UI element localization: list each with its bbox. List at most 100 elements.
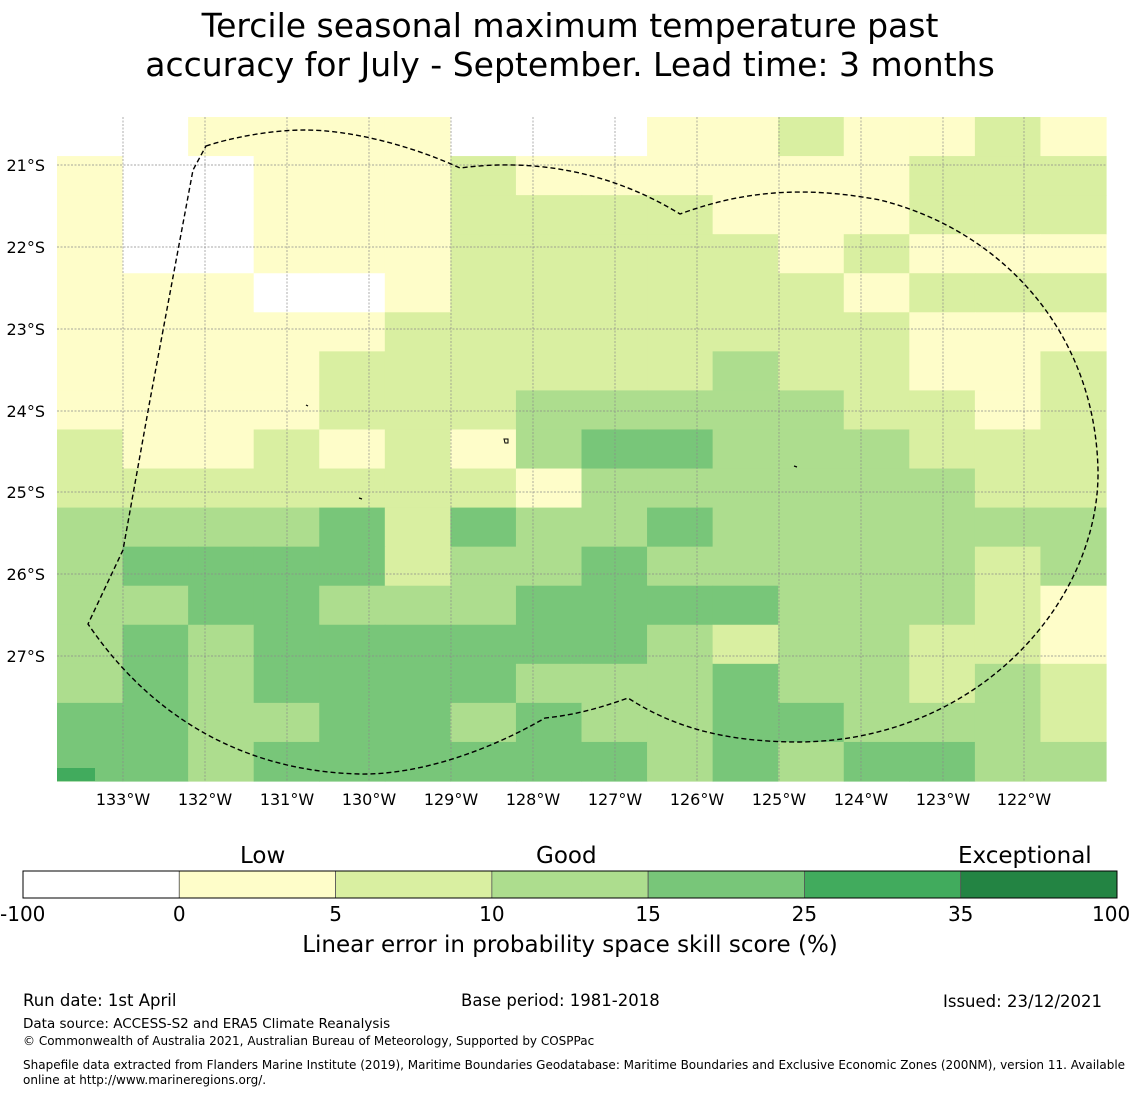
grid-cell — [909, 234, 976, 274]
colorbar-segment — [960, 870, 1118, 899]
grid-cell — [122, 507, 189, 548]
longitude-labels: 133°W 132°W 131°W 130°W 129°W 128°W 127°W 126°W… — [96, 790, 1052, 809]
grid-cell — [384, 312, 451, 352]
grid-cell — [778, 117, 845, 157]
colorbar-segment — [335, 870, 493, 899]
grid-cell — [778, 585, 845, 626]
grid-cell — [712, 624, 779, 665]
grid-cell — [450, 468, 517, 509]
grid-cell — [647, 117, 714, 157]
grid-cell — [843, 468, 910, 509]
shapefile-credit-line-1: Shapefile data extracted from Flanders M… — [23, 1058, 1126, 1072]
grid-cell — [581, 195, 648, 235]
colorbar — [22, 870, 1118, 899]
grid-cell — [57, 507, 124, 548]
data-source: Data source: ACCESS-S2 and ERA5 Climate … — [23, 1016, 391, 1032]
grid-cell — [450, 195, 517, 235]
grid-cell — [778, 429, 845, 470]
grid-cell — [319, 312, 386, 352]
grid-cell — [1040, 156, 1107, 196]
grid-cell — [122, 546, 189, 587]
grid-cell — [319, 390, 386, 431]
grid-cell — [188, 156, 255, 196]
grid-cell — [515, 195, 583, 235]
grid-cell — [384, 234, 451, 274]
grid-cell — [712, 195, 779, 235]
grid-cell — [515, 702, 583, 743]
grid-cell — [974, 429, 1042, 470]
grid-cell — [515, 468, 583, 509]
grid-cell — [843, 351, 910, 392]
grid-cell — [57, 702, 124, 743]
grid-cell — [581, 234, 648, 274]
grid-cell — [188, 429, 255, 470]
grid-cell — [122, 663, 189, 704]
grid-cell — [778, 507, 845, 548]
longitude-label: 126°W — [670, 790, 725, 809]
grid-cell — [581, 741, 648, 782]
grid-cell — [450, 273, 517, 313]
grid-cell — [843, 117, 910, 157]
grid-cell — [974, 624, 1042, 665]
grid-cell — [450, 234, 517, 274]
grid-cell — [450, 156, 517, 196]
grid-cell — [253, 156, 320, 196]
longitude-label: 130°W — [342, 790, 397, 809]
grid-cell — [57, 663, 124, 704]
issued-date: Issued: 23/12/2021 — [943, 992, 1103, 1011]
grid-cell — [909, 468, 976, 509]
grid-cell — [974, 312, 1042, 352]
grid-cell — [1040, 585, 1107, 626]
grid-cell — [515, 273, 583, 313]
grid-cell — [450, 624, 517, 665]
grid-cell — [122, 741, 189, 782]
grid-cell — [647, 702, 714, 743]
grid-cell — [778, 624, 845, 665]
grid-cell — [843, 429, 910, 470]
grid-cell — [974, 585, 1042, 626]
grid-cell — [384, 429, 451, 470]
grid-cell — [778, 195, 845, 235]
grid-cell — [1040, 195, 1107, 235]
grid-cell — [712, 117, 779, 157]
grid-cell — [122, 156, 189, 196]
run-date: Run date: 1st April — [23, 991, 177, 1010]
grid-cell — [581, 507, 648, 548]
grid-cell — [843, 702, 910, 743]
colorbar-tick-label: -100 — [0, 902, 46, 926]
grid-cell — [57, 156, 124, 196]
grid-cell — [1040, 273, 1107, 313]
grid-cell — [909, 663, 976, 704]
grid-cell — [57, 585, 124, 626]
copyright: © Commonwealth of Australia 2021, Austra… — [23, 1034, 595, 1048]
grid-cell — [515, 546, 583, 587]
grid-cell — [778, 663, 845, 704]
grid-cell — [909, 624, 976, 665]
longitude-label: 123°W — [916, 790, 971, 809]
grid-cell — [974, 546, 1042, 587]
grid-cell — [57, 312, 124, 352]
grid-cell — [909, 741, 976, 782]
grid-cell — [450, 546, 517, 587]
grid-cell — [974, 741, 1042, 782]
grid-cell — [712, 741, 779, 782]
grid-cell — [647, 624, 714, 665]
grid-cell — [122, 468, 189, 509]
grid-cell — [450, 663, 517, 704]
grid-cell — [188, 624, 255, 665]
base-period: Base period: 1981-2018 — [461, 991, 660, 1010]
colorbar-tick-label: 0 — [172, 902, 186, 926]
grid-cell — [253, 390, 320, 431]
map-title-line-2: accuracy for July - September. Lead time… — [145, 45, 995, 84]
grid-cell — [122, 195, 189, 235]
grid-cell — [515, 351, 583, 392]
grid-cell — [384, 273, 451, 313]
grid-cell — [778, 156, 845, 196]
grid-cell — [515, 741, 583, 782]
grid-cell — [122, 390, 189, 431]
grid-cell — [384, 390, 451, 431]
grid-cell — [909, 585, 976, 626]
grid-cell — [1040, 429, 1107, 470]
grid-cell — [188, 390, 255, 431]
grid-cell — [515, 156, 583, 196]
